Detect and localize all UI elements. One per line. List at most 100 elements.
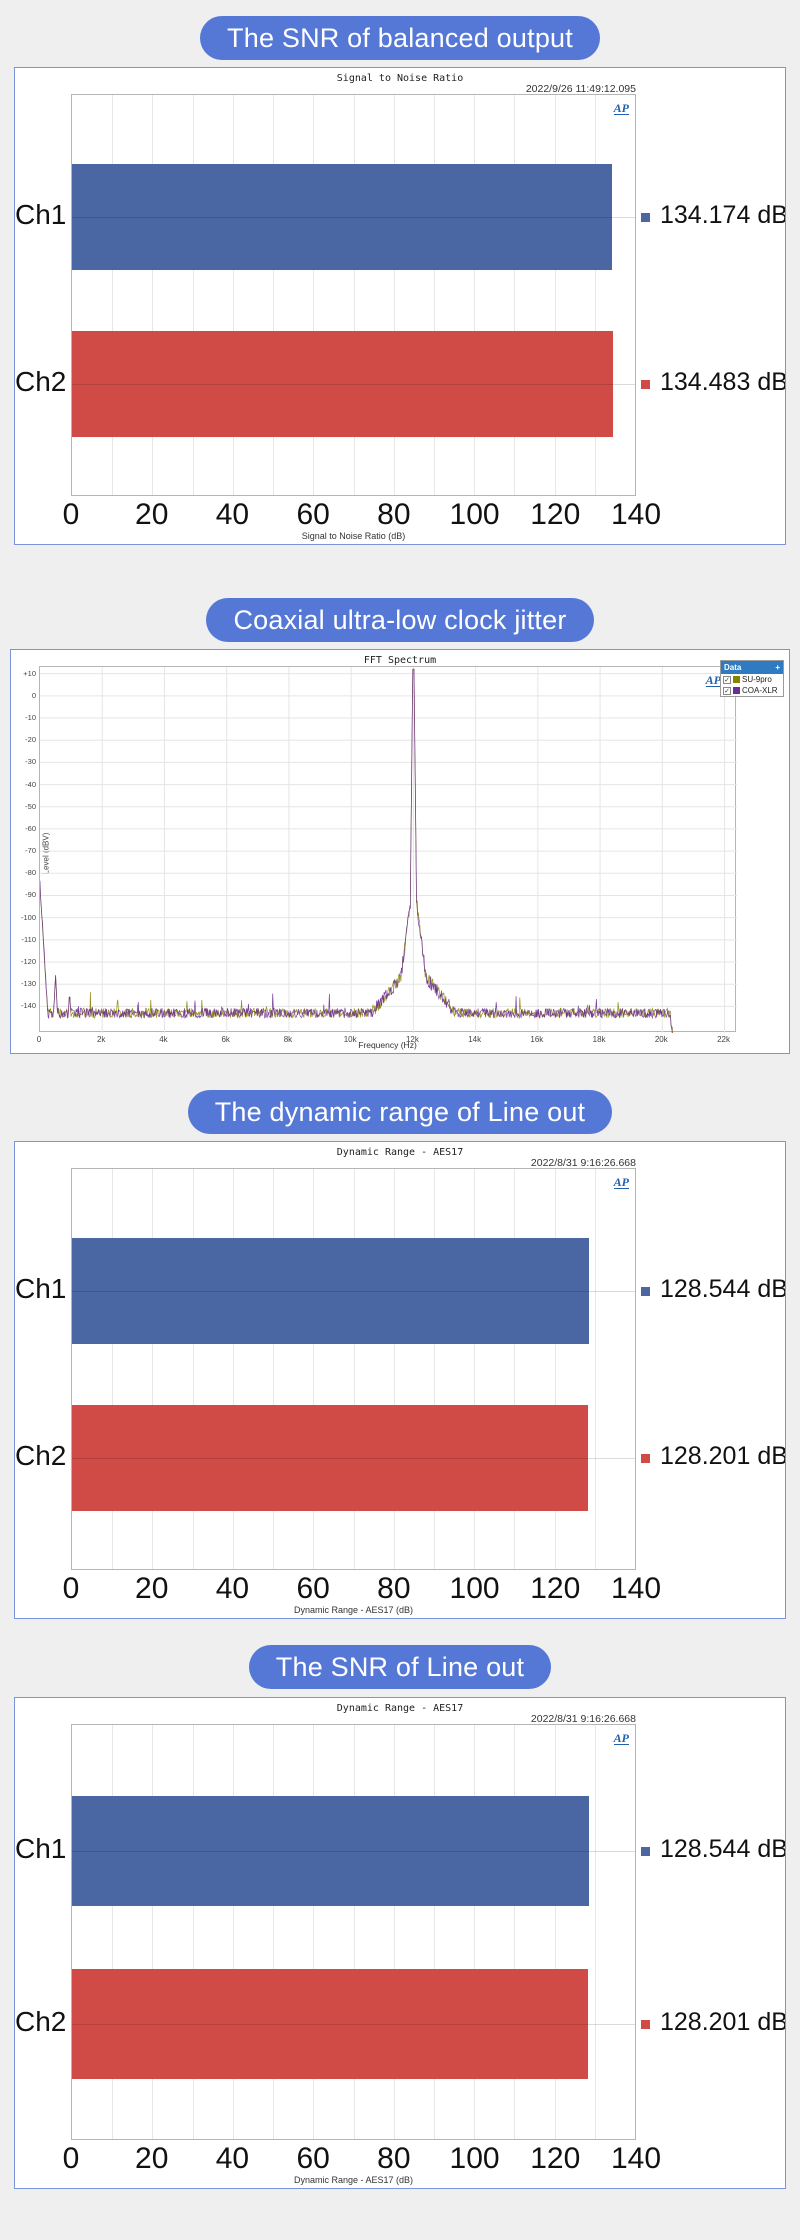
legend-expand-icon[interactable]: +: [775, 663, 780, 672]
vertical-gridline: [514, 1725, 516, 2139]
snr-lineout-chart-card: Dynamic Range - AES17 2022/8/31 9:16:26.…: [14, 1697, 786, 2189]
vertical-gridline: [393, 95, 395, 495]
vertical-gridline: [594, 95, 596, 495]
y-tick-label: -60: [25, 823, 36, 833]
vertical-gridline: [313, 95, 315, 495]
category-label: Ch2: [15, 2006, 67, 2038]
value-marker: [641, 1286, 650, 1296]
snr-balanced-chart-card: Signal to Noise Ratio 2022/9/26 11:49:12…: [14, 67, 786, 545]
x-tick-label: 16k: [530, 1035, 544, 1044]
y-tick-label: -80: [25, 868, 36, 878]
value-label: 128.544 dB: [660, 1274, 786, 1303]
x-tick-label: 140: [610, 498, 662, 531]
legend-item[interactable]: ✓ SU-9pro: [721, 674, 783, 685]
x-tick-label: 0: [62, 1572, 80, 1605]
vertical-gridline: [474, 95, 476, 495]
x-tick-label: 6k: [221, 1035, 230, 1044]
y-tick-label: -120: [20, 957, 36, 967]
value-label: 134.483 dB: [660, 368, 786, 397]
vertical-gridline: [514, 95, 516, 495]
legend-title: Data: [724, 663, 742, 672]
vertical-gridline: [152, 1725, 154, 2139]
category-label: Ch1: [15, 1832, 67, 1864]
x-tick-label: 20: [135, 498, 169, 531]
fft-trace-coa-xlr: [40, 668, 673, 1033]
bar-ch2: [72, 330, 613, 437]
legend-item[interactable]: ✓ COA-XLR: [721, 685, 783, 696]
x-tick-label: 14k: [468, 1035, 482, 1044]
category-label: Ch1: [15, 1272, 67, 1304]
vertical-gridline: [353, 1725, 355, 2139]
section-dynamic-range-lineout: The dynamic range of Line out Dynamic Ra…: [0, 1090, 800, 1619]
x-tick-label: 140: [610, 1572, 662, 1605]
vertical-gridline: [433, 1725, 435, 2139]
section-title-pill: The SNR of Line out: [248, 1645, 552, 1689]
value-label: 128.201 dB: [660, 1442, 786, 1471]
section-snr-lineout: The SNR of Line out Dynamic Range - AES1…: [0, 1645, 800, 2189]
bar-ch1: [72, 1237, 589, 1345]
vertical-gridline: [514, 1169, 516, 1569]
section-title-pill: Coaxial ultra-low clock jitter: [206, 598, 594, 642]
value-label: 128.201 dB: [660, 2008, 786, 2037]
vertical-gridline: [393, 1169, 395, 1569]
vertical-gridline: [192, 1725, 194, 2139]
y-tick-label: -130: [20, 979, 36, 989]
dynamic-range-chart-card: Dynamic Range - AES17 2022/8/31 9:16:26.…: [14, 1141, 786, 1619]
category-label: Ch2: [15, 1440, 67, 1472]
x-axis-label: Dynamic Range - AES17 (dB): [293, 1605, 414, 1615]
x-tick-label: 80: [377, 1572, 411, 1605]
vertical-gridline: [112, 95, 114, 495]
vertical-gridline: [554, 95, 556, 495]
ap-logo-icon: AP: [613, 1175, 629, 1189]
y-tick-label: -30: [25, 757, 36, 767]
vertical-gridline: [112, 1725, 114, 2139]
y-tick-label: -140: [20, 1001, 36, 1011]
x-tick-label: 2k: [96, 1035, 106, 1044]
legend[interactable]: Data + ✓ SU-9pro ✓ COA-XLR: [720, 660, 784, 697]
bar-ch1: [72, 163, 612, 271]
vertical-gridline: [554, 1725, 556, 2139]
legend-checkbox[interactable]: ✓: [723, 686, 731, 695]
x-tick-label: 120: [530, 2142, 581, 2175]
ap-logo-icon: AP: [613, 1731, 629, 1745]
legend-label: SU-9pro: [742, 675, 772, 684]
category-gridline: [72, 2023, 635, 2025]
fft-spectrum-chart-card: FFT Spectrum AP Level (dBV) Frequency (H…: [10, 649, 790, 1054]
x-tick-label: 0: [36, 1035, 42, 1044]
x-tick-label: 120: [530, 1572, 581, 1605]
vertical-gridline: [433, 95, 435, 495]
y-tick-label: -20: [25, 735, 36, 745]
x-tick-label: 60: [296, 2142, 330, 2175]
x-tick-label: 22k: [717, 1035, 730, 1044]
x-tick-label: 100: [449, 2142, 500, 2175]
chart-title: Dynamic Range - AES17: [336, 1147, 464, 1158]
vertical-gridline: [273, 1725, 275, 2139]
value-marker: [641, 212, 650, 222]
legend-checkbox[interactable]: ✓: [723, 675, 731, 684]
vertical-gridline: [152, 1169, 154, 1569]
legend-swatch: [733, 687, 740, 694]
y-tick-label: -100: [20, 912, 36, 922]
vertical-gridline: [232, 95, 234, 495]
vertical-gridline: [594, 1169, 596, 1569]
chart-timestamp: 2022/9/26 11:49:12.095: [525, 83, 636, 95]
legend-label: COA-XLR: [742, 686, 778, 695]
vertical-gridline: [353, 95, 355, 495]
category-gridline: [72, 383, 635, 385]
x-tick-label: 20: [135, 2142, 169, 2175]
category-gridline: [72, 1457, 635, 1459]
bar-ch2: [72, 1404, 588, 1511]
y-tick-label: -40: [25, 779, 36, 789]
x-axis-label: Frequency (Hz): [358, 1040, 417, 1050]
y-tick-label: -110: [21, 934, 36, 944]
y-tick-label: -70: [25, 846, 36, 856]
y-tick-label: -50: [25, 801, 36, 811]
vertical-gridline: [594, 1725, 596, 2139]
vertical-gridline: [273, 1169, 275, 1569]
plot-area: AP Level (dBV): [39, 666, 737, 1033]
x-tick-label: 8k: [283, 1035, 293, 1044]
vertical-gridline: [232, 1169, 234, 1569]
vertical-gridline: [192, 95, 194, 495]
ap-logo-icon: AP: [705, 673, 721, 687]
vertical-gridline: [474, 1169, 476, 1569]
